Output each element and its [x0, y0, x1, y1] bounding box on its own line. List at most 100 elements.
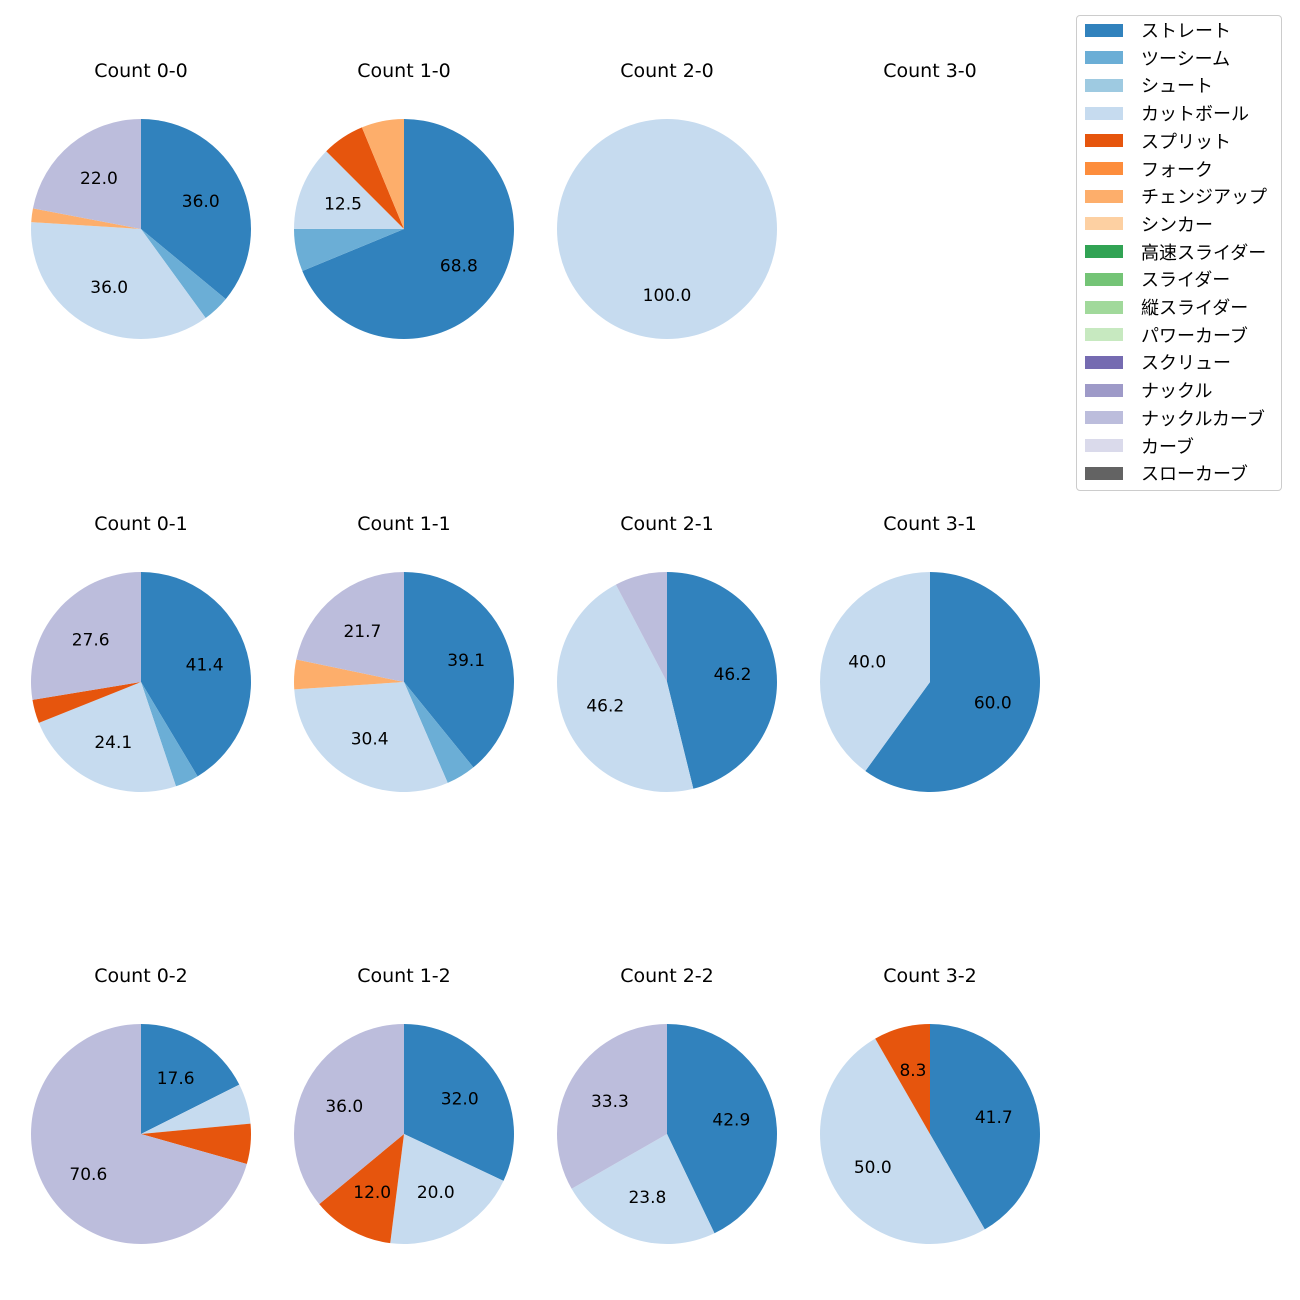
legend-label: スローカーブ	[1141, 464, 1248, 486]
pie-slice	[930, 1024, 1040, 1230]
pie-slice	[404, 682, 474, 783]
legend-label: フォーク	[1141, 159, 1213, 181]
pie-slice	[571, 1134, 715, 1244]
legend-item: スプリット	[1085, 131, 1231, 153]
pie-slice-label: 41.7	[975, 1108, 1013, 1128]
pie-slice-label: 22.0	[80, 169, 118, 189]
legend-swatch	[1085, 162, 1123, 175]
legend-swatch	[1085, 300, 1123, 314]
pie-slice	[31, 208, 142, 229]
legend-label: ナックル	[1141, 381, 1213, 403]
pie-title: Count 1-1	[357, 513, 451, 535]
pie-title: Count 0-1	[94, 513, 188, 535]
legend-item: スクリュー	[1085, 352, 1231, 375]
legend-swatch	[1085, 383, 1123, 397]
legend-item: チェンジアップ	[1085, 186, 1267, 208]
pie-slice-label: 30.4	[351, 729, 389, 749]
legend-swatch	[1085, 134, 1123, 148]
pie-count-0-0: Count 0-0 36.0 36.0 22.0	[31, 60, 251, 339]
pie-count-2-0: Count 2-0 100.0	[557, 60, 777, 339]
pie-title: Count 0-0	[94, 60, 188, 82]
legend-item: ツーシーム	[1085, 48, 1231, 70]
legend-item: 縦スライダー	[1085, 297, 1248, 319]
pie-count-3-1: Count 3-1 60.0 40.0	[819, 513, 1040, 792]
legend-swatch	[1085, 411, 1123, 425]
pie-slice-label: 36.0	[90, 278, 128, 298]
pie-count-1-1: Count 1-1 39.1 30.4 21.7	[294, 513, 514, 792]
pie-slice	[667, 572, 777, 789]
pie-title: Count 0-2	[94, 965, 188, 987]
pie-slice	[819, 1038, 985, 1244]
pie-slice	[819, 572, 930, 771]
pie-slice	[557, 584, 694, 792]
pie-title: Count 3-1	[883, 513, 977, 535]
pie-slice	[141, 572, 252, 777]
pie-slice	[404, 572, 514, 768]
legend-swatch	[1085, 272, 1123, 286]
legend-swatch	[1085, 106, 1123, 120]
pie-slice-label: 39.1	[447, 651, 485, 671]
pie-slice	[667, 1024, 777, 1234]
legend-item: スライダー	[1085, 269, 1231, 292]
legend-label: ツーシーム	[1141, 48, 1231, 70]
pie-slice-label: 21.7	[343, 622, 381, 642]
pie-slice	[38, 682, 176, 792]
pie-count-1-2: Count 1-2 32.0 20.0 12.0 36.0	[293, 965, 514, 1244]
legend-label: シンカー	[1141, 214, 1213, 236]
legend: ストレート ツーシーム シュート カットボール スプリット フォーク チェンジアップ シンカー…	[1076, 15, 1282, 491]
pie-slice	[615, 572, 667, 682]
pie-slice-label: 12.0	[353, 1183, 391, 1203]
pie-count-2-1: Count 2-1 46.2 46.2	[557, 513, 777, 792]
pie-slice	[32, 682, 141, 723]
pie-count-3-2: Count 3-2 41.7 50.0 8.3	[819, 965, 1040, 1244]
pie-slice-label: 68.8	[440, 257, 478, 277]
pie-slice-label: 32.0	[441, 1090, 479, 1110]
pie-slice	[319, 1134, 404, 1244]
pie-slice-label: 23.8	[628, 1188, 666, 1208]
pie-title: Count 1-2	[357, 965, 451, 987]
pie-slice	[141, 119, 251, 300]
pie-title: Count 3-0	[883, 60, 977, 82]
pie-count-2-2: Count 2-2 42.9 23.8 33.3	[556, 965, 777, 1244]
pie-slice	[293, 1024, 404, 1205]
pie-slice-label: 17.6	[157, 1069, 195, 1089]
pie-slice	[31, 222, 206, 339]
pie-slice	[326, 127, 404, 229]
pie-slice-label: 24.1	[94, 733, 132, 753]
pie-title: Count 2-2	[620, 965, 714, 987]
pie-slice	[296, 572, 404, 682]
legend-label: スライダー	[1141, 270, 1231, 292]
legend-item: カーブ	[1085, 436, 1194, 458]
pie-slice-label: 46.2	[714, 665, 752, 685]
pie-count-0-2: Count 0-2 17.6 70.6	[30, 965, 251, 1244]
legend-label: スクリュー	[1141, 353, 1231, 375]
pie-title: Count 2-0	[620, 60, 714, 82]
pie-slice	[390, 1134, 504, 1244]
pie-slice	[294, 151, 404, 229]
legend-label: カットボール	[1141, 104, 1249, 126]
legend-item: シュート	[1085, 75, 1213, 97]
legend-label: スプリット	[1141, 131, 1231, 153]
pie-slice	[141, 1084, 251, 1134]
pie-slice	[30, 572, 142, 700]
pie-slice-label: 46.2	[586, 696, 624, 716]
pie-slice	[141, 1024, 240, 1134]
legend-item: スローカーブ	[1085, 463, 1248, 486]
legend-swatch	[1085, 78, 1123, 92]
legend-label: パワーカーブ	[1141, 325, 1248, 347]
legend-swatch	[1085, 23, 1123, 37]
legend-swatch	[1085, 51, 1123, 65]
pie-slice-label: 50.0	[854, 1158, 892, 1178]
pie-slice-label: 42.9	[712, 1110, 750, 1130]
pie-slice	[302, 119, 514, 339]
legend-label: 高速スライダー	[1141, 242, 1267, 264]
legend-swatch	[1085, 217, 1123, 231]
pie-slice	[32, 119, 141, 229]
pie-slice-label: 40.0	[848, 653, 886, 673]
pie-slice-label: 70.6	[69, 1165, 107, 1185]
legend-item: ナックル	[1085, 380, 1213, 403]
pie-slice	[30, 1024, 247, 1244]
pie-slice	[294, 659, 404, 690]
legend-swatch	[1085, 328, 1123, 342]
pie-count-0-1: Count 0-1 41.4 24.1 27.6	[30, 513, 252, 792]
